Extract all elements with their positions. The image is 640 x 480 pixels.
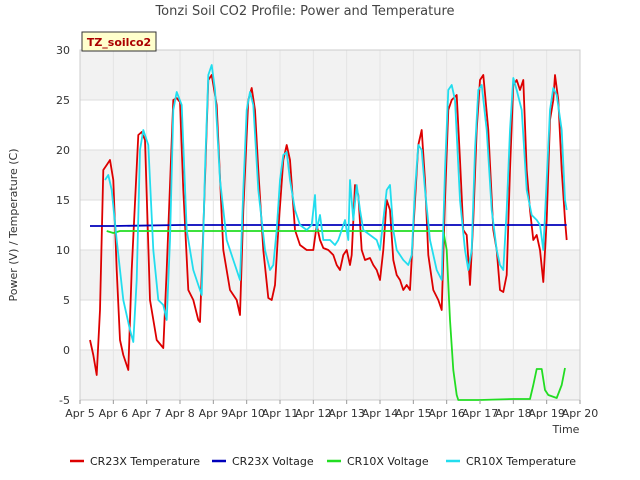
x-tick-label: Apr 20 xyxy=(562,407,599,420)
background-band xyxy=(80,150,580,200)
plot-frame xyxy=(79,49,581,401)
chart-title: Tonzi Soil CO2 Profile: Power and Temper… xyxy=(154,4,454,19)
x-tick-label: Apr 6 xyxy=(99,407,129,420)
legend-label: CR10X Temperature xyxy=(466,455,576,468)
x-tick-label: Apr 15 xyxy=(395,407,432,420)
series-line xyxy=(104,64,568,343)
badge: TZ_soilco2 xyxy=(81,31,157,52)
y-tick-label: 20 xyxy=(56,144,70,157)
y-tick-label: 25 xyxy=(56,94,70,107)
y-tick-label: 5 xyxy=(63,294,70,307)
background-band xyxy=(80,350,580,400)
y-tick-labels: -5 0 5 10 15 20 25 30 xyxy=(56,44,70,407)
x-tick-label: Apr 18 xyxy=(495,407,532,420)
y-tick-label: 30 xyxy=(56,44,70,57)
x-tick-label: Apr 8 xyxy=(165,407,195,420)
y-tick-label: 15 xyxy=(56,194,70,207)
x-tick-label: Apr 13 xyxy=(328,407,365,420)
series-line xyxy=(90,224,567,227)
x-axis-label: Time xyxy=(552,423,580,436)
x-tick-label: Apr 5 xyxy=(65,407,95,420)
y-axis-label: Power (V) / Temperature (C) xyxy=(7,148,20,301)
legend-label: CR23X Voltage xyxy=(232,455,314,468)
badge-label: TZ_soilco2 xyxy=(87,36,151,49)
x-tick-label: Apr 7 xyxy=(132,407,162,420)
background-band xyxy=(80,50,580,100)
legend-label: CR10X Voltage xyxy=(347,455,429,468)
x-tick-label: Apr 9 xyxy=(199,407,229,420)
x-tick-label: Apr 12 xyxy=(295,407,332,420)
y-tick-label: 10 xyxy=(56,244,70,257)
x-tick-label: Apr 19 xyxy=(528,407,565,420)
legend-label: CR23X Temperature xyxy=(90,455,200,468)
y-tick-label: -5 xyxy=(59,394,70,407)
series-line xyxy=(106,230,566,401)
legend: CR23X Temperature CR23X Voltage CR10X Volt… xyxy=(70,455,576,468)
x-tick-label: Apr 10 xyxy=(228,407,265,420)
series-lines xyxy=(89,64,568,401)
x-tick-label: Apr 11 xyxy=(262,407,299,420)
x-tick-label: Apr 17 xyxy=(462,407,499,420)
y-tick-label: 0 xyxy=(63,344,70,357)
x-tick-label: Apr 16 xyxy=(428,407,465,420)
x-tick-label: Apr 14 xyxy=(362,407,399,420)
